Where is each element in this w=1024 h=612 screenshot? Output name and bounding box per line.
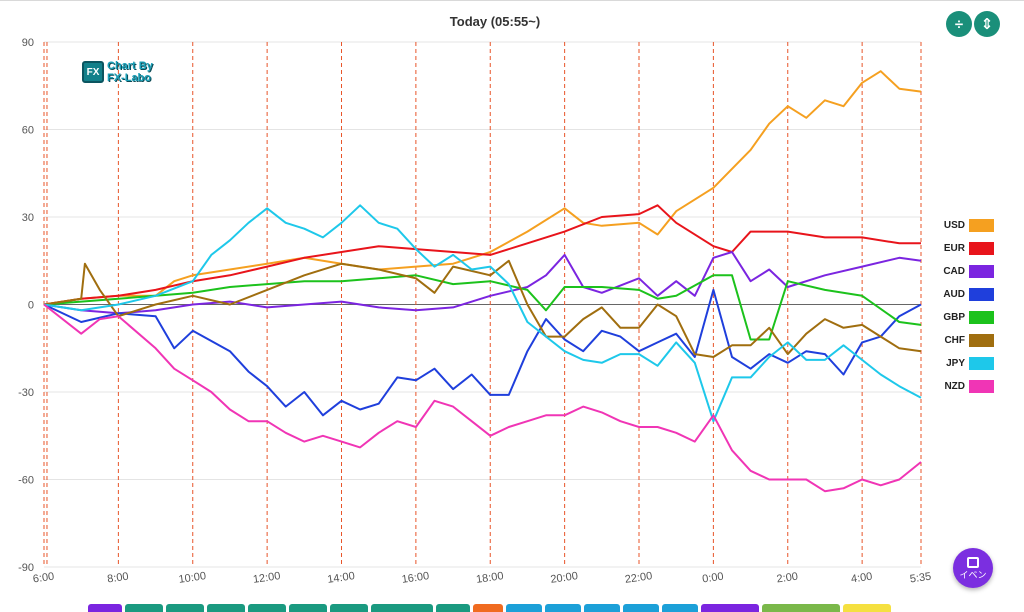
bottom-tab[interactable] bbox=[207, 604, 245, 612]
series-line-chf bbox=[43, 259, 922, 358]
bottom-tab[interactable] bbox=[506, 604, 542, 612]
compress-vertical-button[interactable]: ÷ bbox=[946, 11, 972, 37]
y-tick-label: -60 bbox=[18, 475, 34, 487]
x-tick-label: 2:00 bbox=[776, 571, 799, 586]
bottom-tab[interactable] bbox=[662, 604, 698, 612]
legend-item-chf[interactable]: CHF bbox=[924, 329, 994, 352]
logo-text: Chart By FX-Labo bbox=[107, 60, 153, 84]
bottom-tab[interactable] bbox=[701, 604, 759, 612]
bottom-tab[interactable] bbox=[330, 604, 368, 612]
chart-title: Today (05:55~) bbox=[449, 14, 541, 29]
legend-swatch bbox=[969, 334, 994, 347]
bottom-tab[interactable] bbox=[371, 604, 433, 612]
expand-vertical-icon: ⇕ bbox=[980, 16, 994, 33]
bottom-tab-bar bbox=[88, 604, 891, 612]
legend-label: NZD bbox=[944, 381, 965, 392]
y-tick-label: 90 bbox=[22, 37, 34, 49]
legend-item-usd[interactable]: USD bbox=[924, 214, 994, 237]
bottom-tab[interactable] bbox=[762, 604, 840, 612]
logo-line-2: FX-Labo bbox=[107, 72, 151, 84]
legend-item-gbp[interactable]: GBP bbox=[924, 306, 994, 329]
legend-item-nzd[interactable]: NZD bbox=[924, 375, 994, 398]
x-tick-label: 10:00 bbox=[178, 570, 207, 586]
x-tick-label: 4:00 bbox=[850, 571, 873, 586]
top-border bbox=[0, 0, 1024, 1]
compress-vertical-icon: ÷ bbox=[954, 15, 964, 33]
series-line-gbp bbox=[43, 274, 922, 341]
bottom-tab[interactable] bbox=[436, 604, 470, 612]
calendar-icon bbox=[967, 556, 979, 568]
legend-item-cad[interactable]: CAD bbox=[924, 260, 994, 283]
x-tick-label: 8:00 bbox=[107, 571, 130, 586]
legend-swatch bbox=[969, 311, 994, 324]
x-tick-label: 16:00 bbox=[401, 570, 430, 586]
bottom-tab[interactable] bbox=[843, 604, 891, 612]
legend-swatch bbox=[969, 357, 994, 370]
expand-vertical-button[interactable]: ⇕ bbox=[974, 11, 1000, 37]
series-line-aud bbox=[43, 288, 922, 417]
legend-swatch bbox=[969, 219, 994, 232]
series-line-eur bbox=[43, 204, 921, 306]
bottom-tab[interactable] bbox=[166, 604, 204, 612]
y-tick-label: -90 bbox=[18, 562, 34, 574]
legend-label: CHF bbox=[944, 335, 965, 346]
x-tick-label: 12:00 bbox=[252, 570, 281, 586]
y-tick-label: 60 bbox=[22, 125, 34, 137]
x-tick-label: 0:00 bbox=[702, 571, 725, 586]
bottom-tab[interactable] bbox=[289, 604, 327, 612]
legend-item-eur[interactable]: EUR bbox=[924, 237, 994, 260]
bottom-tab[interactable] bbox=[473, 604, 503, 612]
legend-swatch bbox=[969, 265, 994, 278]
bottom-tab[interactable] bbox=[545, 604, 581, 612]
x-tick-label: 20:00 bbox=[550, 570, 579, 586]
legend-label: USD bbox=[943, 220, 965, 231]
legend-swatch bbox=[969, 242, 994, 255]
event-button-label: イベン bbox=[959, 569, 987, 580]
legend-item-jpy[interactable]: JPY bbox=[924, 352, 994, 375]
legend-label: EUR bbox=[943, 243, 965, 254]
fx-labo-logo: FX Chart By FX-Labo bbox=[82, 60, 153, 84]
series-line-cad bbox=[43, 251, 922, 315]
y-tick-label: 30 bbox=[22, 212, 34, 224]
x-tick-label: 5:35 bbox=[909, 571, 932, 586]
event-button[interactable]: イベン bbox=[953, 548, 993, 588]
logo-line-1: Chart By bbox=[107, 60, 153, 72]
bottom-tab[interactable] bbox=[623, 604, 659, 612]
legend-swatch bbox=[969, 380, 994, 393]
series-line-jpy bbox=[43, 204, 922, 423]
y-tick-label: -30 bbox=[18, 387, 34, 399]
bottom-tab[interactable] bbox=[88, 604, 122, 612]
legend-label: AUD bbox=[943, 289, 965, 300]
y-tick-label: 0 bbox=[28, 300, 34, 312]
series-line-nzd bbox=[43, 303, 922, 493]
logo-badge: FX bbox=[82, 61, 104, 83]
x-tick-label: 22:00 bbox=[624, 570, 653, 586]
chart-legend: USD EUR CAD AUD GBP CHF JPY NZD bbox=[924, 214, 994, 398]
x-tick-label: 18:00 bbox=[475, 570, 504, 586]
legend-item-aud[interactable]: AUD bbox=[924, 283, 994, 306]
legend-label: JPY bbox=[946, 358, 965, 369]
legend-label: CAD bbox=[943, 266, 965, 277]
bottom-tab[interactable] bbox=[125, 604, 163, 612]
legend-swatch bbox=[969, 288, 994, 301]
bottom-tab[interactable] bbox=[584, 604, 620, 612]
bottom-tab[interactable] bbox=[248, 604, 286, 612]
x-tick-label: 14:00 bbox=[327, 570, 356, 586]
series-line-usd bbox=[43, 70, 922, 306]
legend-label: GBP bbox=[943, 312, 965, 323]
x-tick-label: 6:00 bbox=[32, 571, 55, 586]
